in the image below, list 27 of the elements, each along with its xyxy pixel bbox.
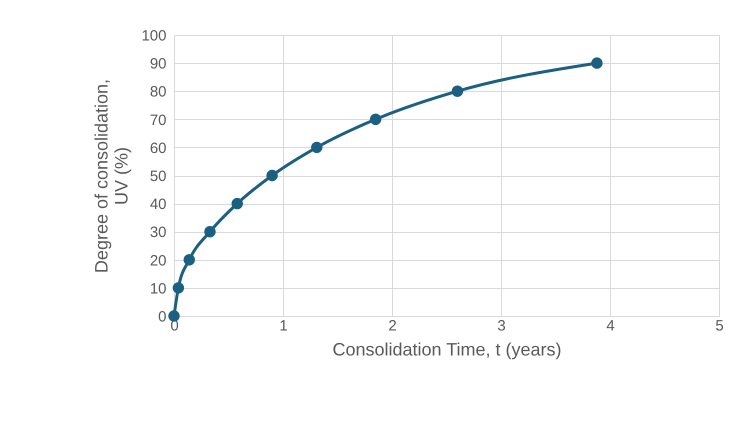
x-tick-label: 2 [388, 318, 397, 334]
point [204, 226, 216, 238]
y-tick-label: 30 [150, 224, 166, 242]
y-tick-label: 40 [150, 196, 166, 214]
y-tick-label: 60 [150, 140, 166, 157]
y-tick-label: 90 [150, 56, 166, 73]
point [184, 254, 195, 266]
y-axis-title: Degree of consolidation, UV (%) [91, 78, 132, 274]
point [266, 170, 278, 182]
point [232, 198, 243, 210]
y-tick-label: 10 [150, 280, 166, 298]
point [452, 86, 464, 97]
y-tick-label: 80 [150, 84, 166, 101]
x-tick-label: 4 [606, 318, 615, 334]
y-tick-label: 50 [150, 168, 166, 185]
x-tick-label: 1 [279, 318, 288, 334]
y-tick-label: 100 [141, 28, 166, 44]
y-tick-label: 20 [150, 252, 166, 270]
point [370, 114, 382, 125]
point [168, 310, 180, 322]
point [591, 57, 603, 69]
x-axis-title: Consolidation Time, t (years) [332, 340, 562, 360]
y-tick-label: 70 [150, 112, 166, 129]
point [172, 282, 184, 294]
point [311, 142, 322, 154]
x-tick-label: 3 [497, 318, 506, 334]
x-tick-label: 5 [715, 318, 724, 334]
